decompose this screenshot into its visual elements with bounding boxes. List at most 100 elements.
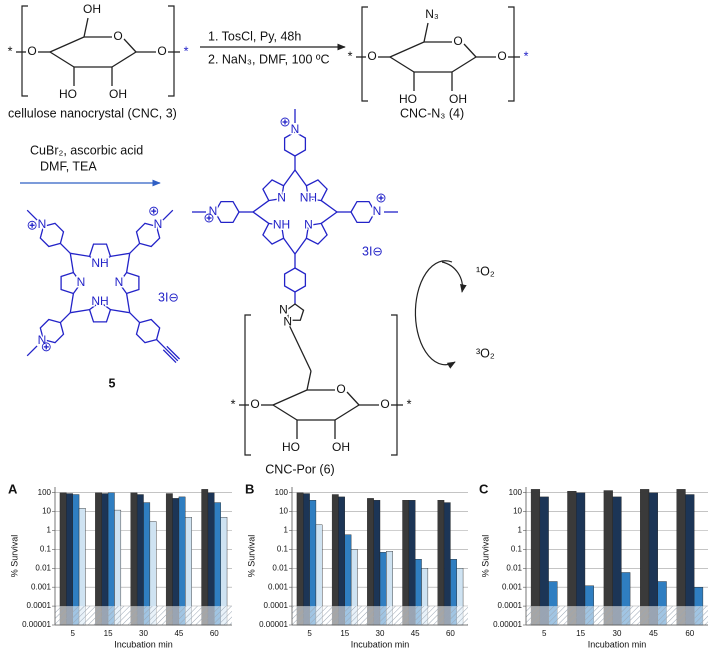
charge-symbol (41, 342, 51, 352)
aryl-ring (283, 267, 307, 293)
bond (125, 293, 131, 313)
x-tick-label: 45 (411, 629, 420, 638)
bond (346, 391, 360, 406)
y-tick-label: 10 (279, 507, 288, 516)
charge-symbol (27, 220, 37, 230)
bond (49, 51, 75, 68)
atom-label: N (283, 314, 292, 328)
bar (648, 492, 658, 626)
atom-label: N (77, 275, 86, 289)
aryl-ring (283, 131, 307, 157)
bond (83, 17, 89, 38)
bar (178, 496, 186, 626)
y-axis-title: % Survival (480, 535, 490, 578)
bar (130, 492, 138, 626)
x-axis-title: Incubation min (114, 639, 173, 649)
triple-bond (162, 349, 177, 364)
bond (463, 43, 477, 58)
polymer-end: * (184, 44, 189, 58)
y-tick-label: 0.00001 (22, 620, 51, 629)
bond (320, 200, 338, 213)
x-tick-label: 5 (542, 629, 547, 638)
bracket (244, 314, 251, 456)
y-tick-label: 0.001 (502, 582, 523, 591)
y-tick-label: 0.001 (31, 582, 52, 591)
bond (111, 51, 137, 68)
atom-label: OH (449, 92, 467, 106)
bond (272, 389, 308, 406)
x-tick-label: 45 (174, 629, 183, 638)
pyrrole-ring (118, 271, 140, 295)
methyl-bond (162, 209, 174, 221)
reagent-text: 2. NaN₃, DMF, 100 ºC (208, 52, 330, 66)
y-tick-label: 0.1 (40, 545, 52, 554)
aryl-ring (350, 200, 376, 224)
atom-label: NH (91, 294, 108, 308)
x-tick-label: 30 (139, 629, 148, 638)
bar (101, 493, 109, 626)
pyrrole-ring (88, 243, 112, 265)
aryl-ring (135, 318, 161, 344)
y-axis-title: % Survival (9, 535, 19, 578)
bar (640, 489, 650, 626)
atom-label: N (277, 191, 286, 205)
bar (207, 492, 215, 626)
x-tick-label: 15 (340, 629, 349, 638)
reagent-text: CuBr₂, ascorbic acid (30, 143, 143, 157)
y-tick-label: 100 (509, 488, 523, 497)
y-tick-label: 0.0001 (498, 601, 523, 610)
bar (567, 490, 577, 626)
atom-label: HO (399, 92, 417, 106)
pyrrole-ring (305, 222, 328, 245)
panel-label: C (479, 481, 489, 496)
x-tick-label: 60 (685, 629, 694, 638)
atom-label: OH (332, 440, 350, 454)
y-tick-label: 0.0001 (264, 601, 289, 610)
x-tick-label: 60 (446, 629, 455, 638)
detection-limit-area (526, 606, 708, 625)
compound-label: CNC-Por (6) (265, 462, 334, 476)
oxygen-label: ¹O₂ (476, 264, 495, 278)
atom-label: N (115, 275, 124, 289)
bar (530, 489, 541, 626)
charge-symbol (376, 193, 386, 203)
charge-symbol (149, 206, 159, 216)
aryl-ring (214, 200, 240, 224)
bond (59, 242, 71, 254)
bracket (361, 6, 368, 102)
x-tick-label: 5 (307, 629, 312, 638)
linker-bond (289, 326, 312, 372)
x-axis-title: Incubation min (588, 639, 647, 649)
cycle-arrow (414, 260, 456, 369)
bar (165, 493, 173, 626)
bond (252, 200, 270, 213)
oxygen-label: ³O₂ (476, 346, 495, 360)
y-tick-label: 100 (275, 488, 289, 497)
detection-limit-area (292, 606, 468, 625)
bond (110, 252, 130, 258)
polymer-end: * (407, 397, 412, 411)
atom-label: O (497, 49, 506, 63)
pyrrole-ring (60, 271, 82, 295)
counterion: 3I⊖ (158, 290, 179, 304)
bar (72, 494, 80, 626)
y-tick-label: 1 (518, 526, 523, 535)
x-tick-label: 30 (613, 629, 622, 638)
x-tick-label: 30 (376, 629, 385, 638)
bond (320, 211, 338, 224)
bond (306, 370, 312, 391)
compound-label: cellulose nanocrystal (CNC, 3) (8, 106, 177, 120)
atom-label: O (336, 382, 345, 396)
x-tick-label: 15 (576, 629, 585, 638)
pyrrole-ring (262, 179, 285, 202)
reagent-text: 1. TosCl, Py, 48h (208, 29, 301, 43)
aryl-ring (39, 222, 65, 248)
bond (49, 36, 85, 53)
y-tick-label: 0.001 (268, 582, 289, 591)
y-tick-label: 0.01 (272, 563, 288, 572)
bond (272, 404, 298, 421)
bond (334, 404, 360, 421)
bond (129, 242, 141, 254)
